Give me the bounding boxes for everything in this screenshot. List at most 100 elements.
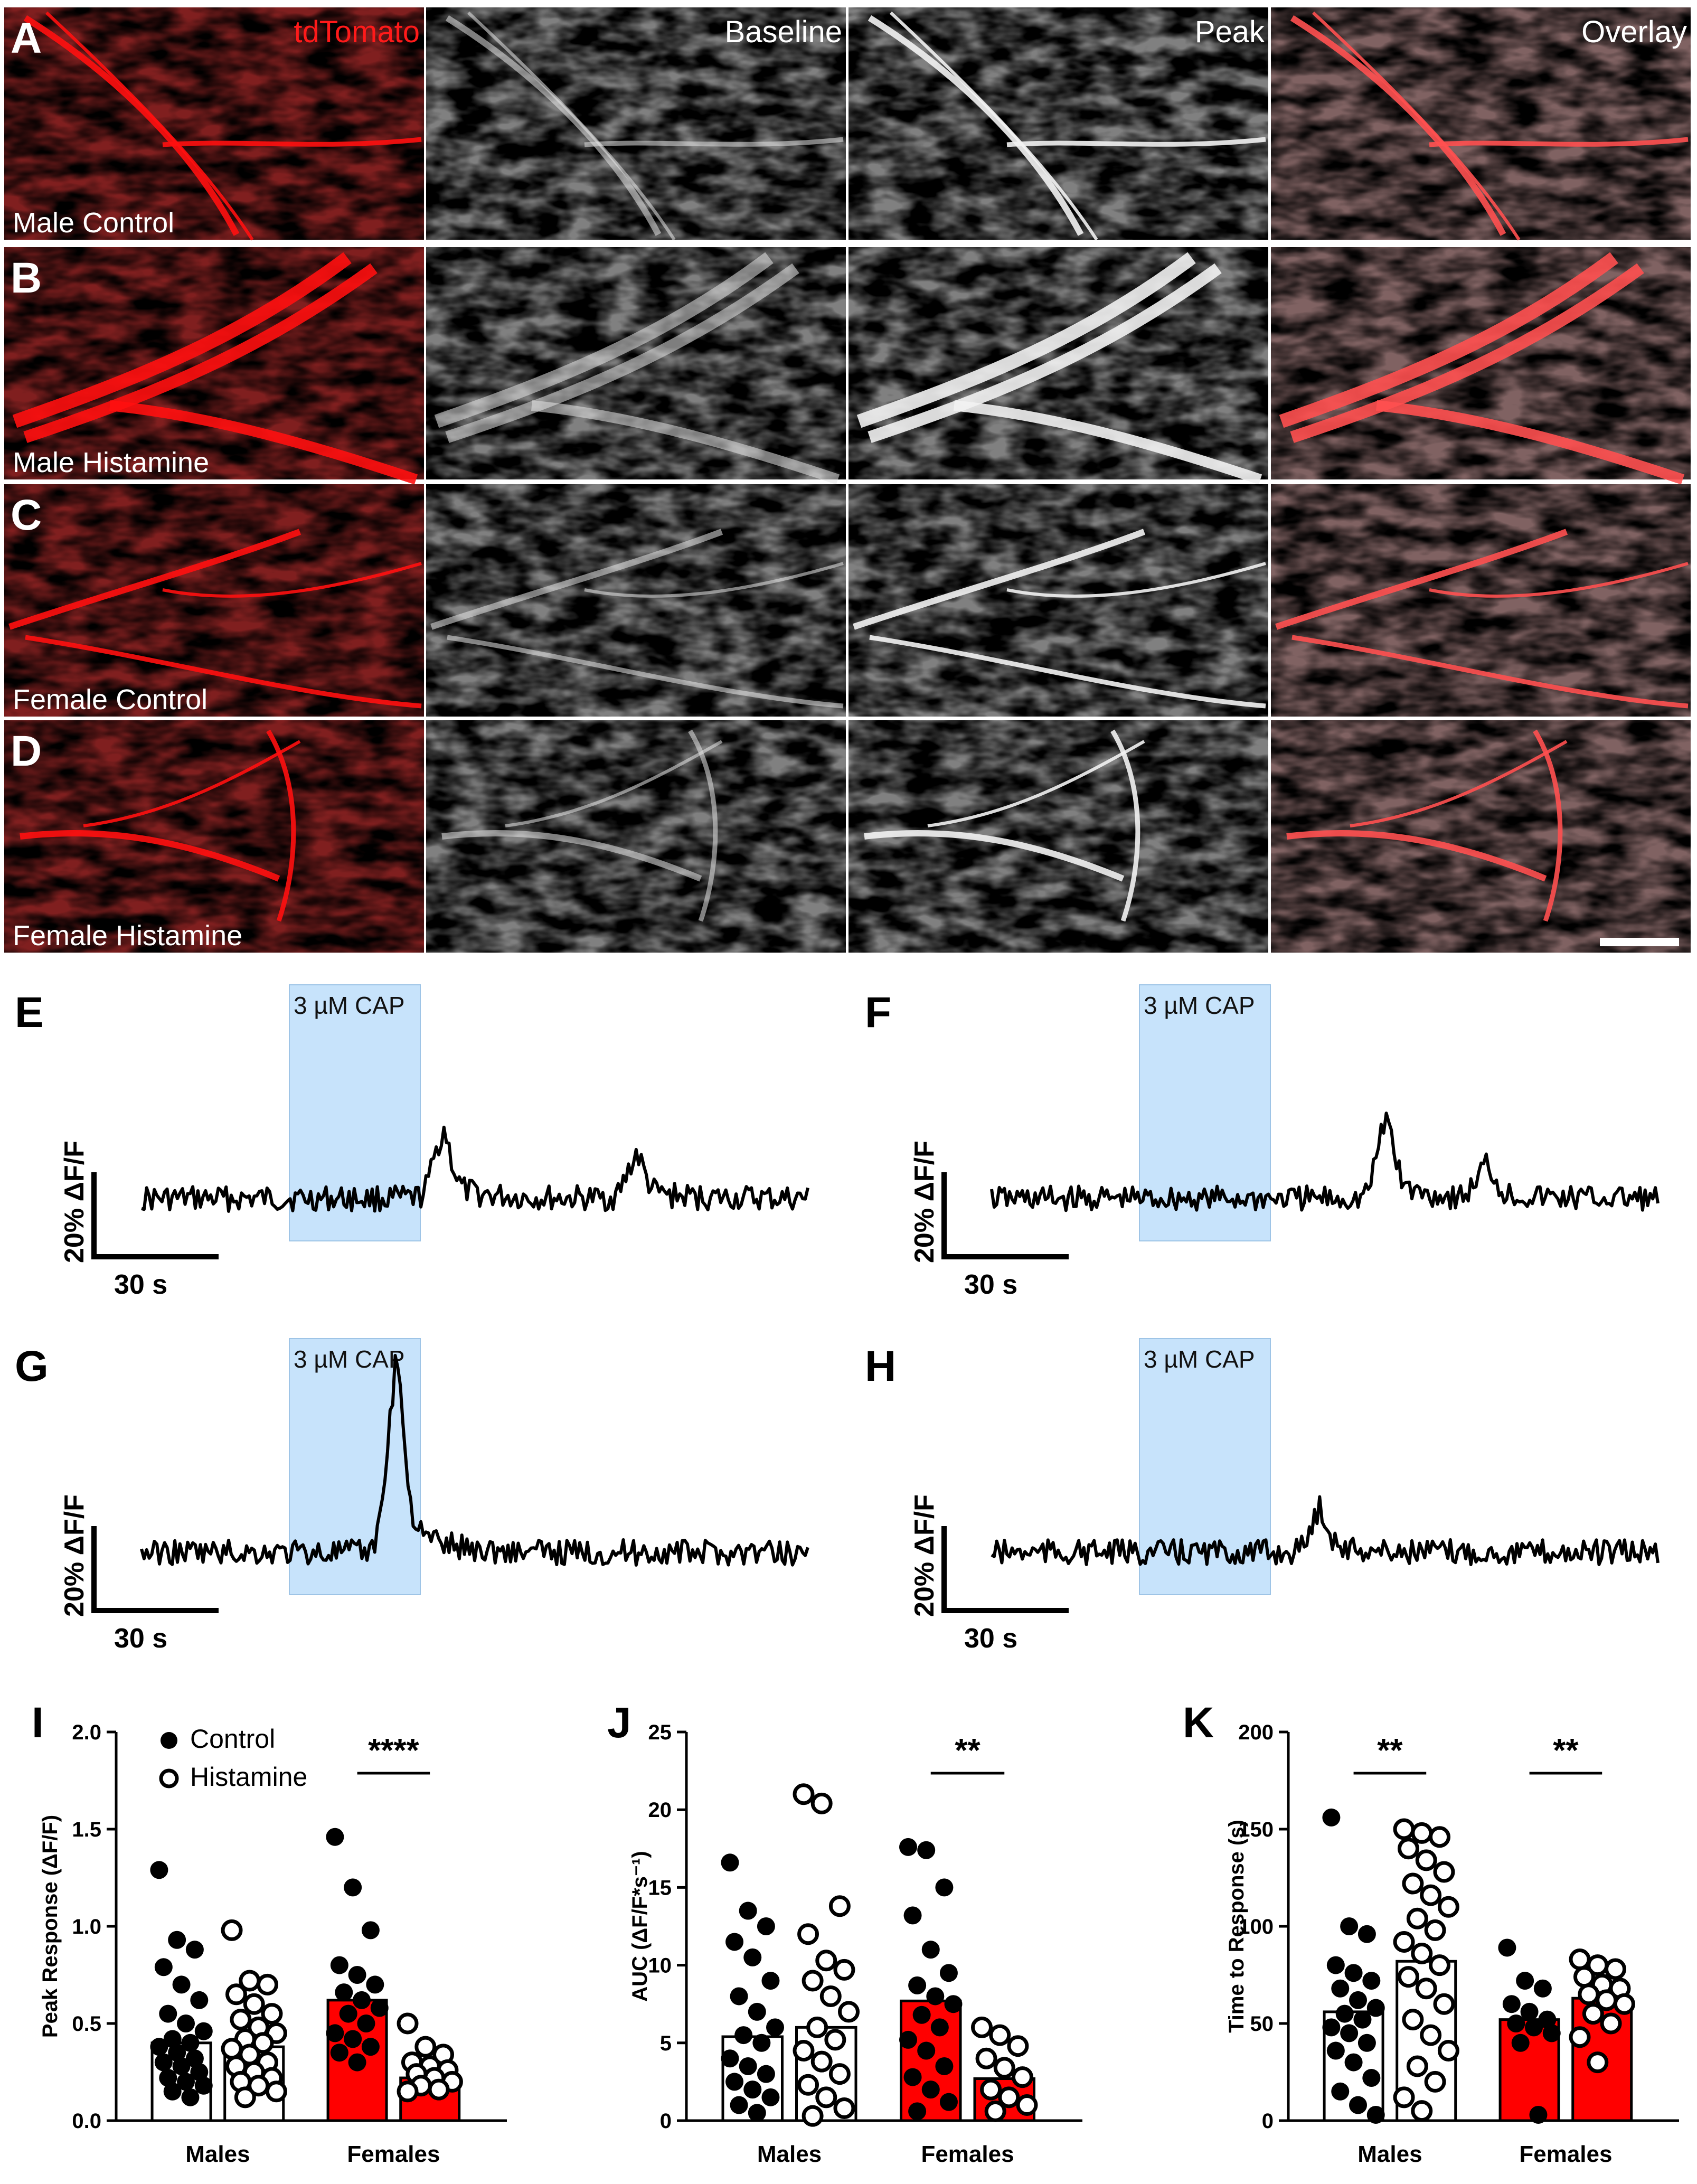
data-point (225, 1983, 247, 2006)
calcium-trace (140, 1354, 809, 1567)
micrograph-tile (1271, 720, 1691, 953)
data-point (980, 2078, 1002, 2101)
scale-bar-amplitude-label: 20% ΔF/F (909, 1141, 940, 1263)
data-point (1397, 1966, 1419, 1988)
micrograph-tile (426, 720, 846, 953)
micrograph-tile (4, 247, 424, 485)
data-point (1335, 2004, 1354, 2023)
legend-histamine-label: Histamine (190, 1762, 307, 1792)
data-point (428, 2078, 450, 2101)
data-point (1344, 2053, 1363, 2072)
legend-control-marker (161, 1732, 177, 1749)
data-point (1393, 2086, 1415, 2108)
data-point (833, 2097, 855, 2119)
micrograph-tile (848, 484, 1268, 717)
data-point (1340, 2024, 1359, 2042)
nerve-fiber (1429, 137, 1689, 147)
nerve-fiber (1291, 635, 1689, 709)
data-point (1397, 1838, 1419, 1860)
category-label: Males (1357, 2141, 1422, 2167)
nerve-fiber (1006, 137, 1266, 147)
data-point (1406, 2055, 1428, 2077)
nerve-fiber (584, 137, 844, 147)
micrograph-tile (848, 7, 1268, 241)
stimulus-label: 3 µM CAP (1144, 1345, 1255, 1373)
data-point (221, 2038, 243, 2060)
significance-marker: ** (1553, 1733, 1579, 1769)
data-point (935, 1878, 954, 1897)
nerve-fiber (25, 635, 422, 709)
calcium-trace-panels: E 3 µM CAP 30 s 20% ΔF/F F 3 µM CAP 30 s 20% ΔF… (15, 984, 1660, 1654)
panel-label-c: C (11, 491, 42, 539)
data-point (757, 1917, 775, 1935)
data-point (1533, 1979, 1552, 1998)
category-label: Males (757, 2141, 822, 2167)
y-tick-label: 200 (1238, 1721, 1274, 1744)
nerve-fiber (954, 400, 1262, 485)
nerve-fiber (1286, 830, 1547, 882)
micrograph-tile (1271, 247, 1691, 485)
data-point (1340, 1917, 1359, 1935)
data-point (761, 1972, 780, 1990)
data-point (1322, 1808, 1341, 1827)
data-point (252, 2032, 274, 2054)
nerve-fiber (868, 263, 1222, 443)
data-point (721, 1853, 739, 1872)
data-point (899, 1838, 917, 1856)
data-point (154, 1958, 173, 1976)
data-point (757, 2065, 775, 2083)
panel-label-g: G (15, 1342, 49, 1390)
data-point (984, 2100, 1006, 2122)
data-point (357, 2014, 375, 2032)
data-point (1362, 2069, 1381, 2087)
micrograph-texture (4, 484, 424, 717)
data-point (348, 2053, 366, 2072)
data-point (1605, 1958, 1627, 1980)
y-tick-label: 0 (660, 2110, 672, 2133)
data-point (163, 2030, 182, 2048)
panel-label-i: I (32, 1699, 44, 1747)
category-label: Females (347, 2141, 440, 2167)
data-point (828, 2063, 851, 2085)
data-point (748, 2104, 766, 2122)
data-point (353, 1991, 371, 2009)
nerve-fiber (869, 635, 1266, 709)
y-tick-label: 100 (1238, 1915, 1274, 1938)
data-point (921, 1941, 940, 1959)
nerve-fiber (1290, 15, 1506, 236)
data-point (993, 2057, 1015, 2079)
nerve-fiber (45, 11, 254, 241)
data-point (739, 2057, 757, 2075)
calcium-trace (991, 1495, 1660, 1566)
chart-i: I 0.0 0.5 1.0 1.5 2.0 Peak Response (ΔF/F) Male… (32, 1699, 507, 2167)
y-tick-label: 1.5 (72, 1818, 101, 1841)
data-point (1433, 1861, 1455, 1883)
nerve-fiber (467, 11, 676, 241)
panel-label-f: F (865, 989, 891, 1037)
data-point (185, 2049, 204, 2068)
data-point (1502, 1995, 1521, 2013)
chart-k: K 0 50 100 150 200 Time to Response (s) Males Fe… (1183, 1699, 1679, 2167)
data-point (824, 2029, 846, 2051)
panel-label-e: E (15, 989, 44, 1037)
scale-bar-time-label: 30 s (964, 1623, 1017, 1654)
column-header: Peak (1195, 15, 1265, 49)
data-point (1411, 1822, 1433, 1844)
data-point (1424, 2070, 1446, 2093)
data-point (721, 2049, 739, 2068)
nerve-fiber (162, 137, 422, 147)
data-point (802, 2105, 824, 2127)
calcium-trace (990, 1112, 1660, 1212)
data-point (330, 1956, 348, 1974)
y-tick-label: 0.5 (72, 2012, 101, 2036)
panel-label-h: H (865, 1342, 896, 1390)
y-tick-label: 0 (1262, 2110, 1274, 2133)
data-point (1542, 2024, 1561, 2042)
trace-panel-e: E 3 µM CAP 30 s 20% ΔF/F (15, 984, 809, 1300)
nerve-fiber (20, 830, 280, 882)
nerve-fiber (430, 529, 723, 630)
bar (1498, 2018, 1560, 2122)
data-point (989, 2024, 1011, 2046)
data-point (326, 1828, 344, 1846)
scale-bar (91, 1172, 219, 1259)
